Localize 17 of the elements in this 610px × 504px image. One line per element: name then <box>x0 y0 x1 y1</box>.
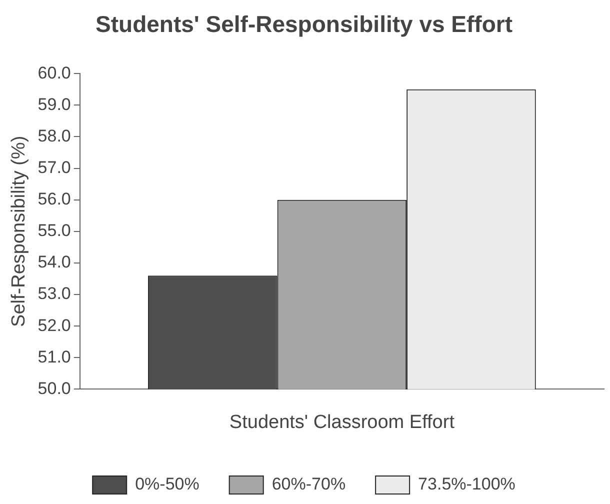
legend-label: 73.5%-100% <box>418 474 516 494</box>
y-tick-label: 57.0 <box>38 158 71 177</box>
y-tick-label: 50.0 <box>38 378 71 398</box>
y-tick-label: 55.0 <box>38 221 71 240</box>
y-tick-label: 53.0 <box>38 284 71 304</box>
y-tick-label: 60.0 <box>38 63 71 82</box>
chart-title: Students' Self-Responsibility vs Effort <box>96 11 513 38</box>
legend-label: 0%-50% <box>135 474 200 494</box>
y-tick-label: 51.0 <box>38 347 71 366</box>
legend-label: 60%-70% <box>272 474 346 494</box>
y-tick-label: 56.0 <box>38 190 71 209</box>
y-tick-label: 59.0 <box>38 94 71 114</box>
y-tick-label: 58.0 <box>38 126 71 146</box>
y-tick-label: 54.0 <box>38 252 71 272</box>
y-axis-title: Self-Responsibility (%) <box>8 136 30 327</box>
y-tick-label: 52.0 <box>38 316 71 335</box>
x-axis-title: Students' Classroom Effort <box>229 412 456 433</box>
